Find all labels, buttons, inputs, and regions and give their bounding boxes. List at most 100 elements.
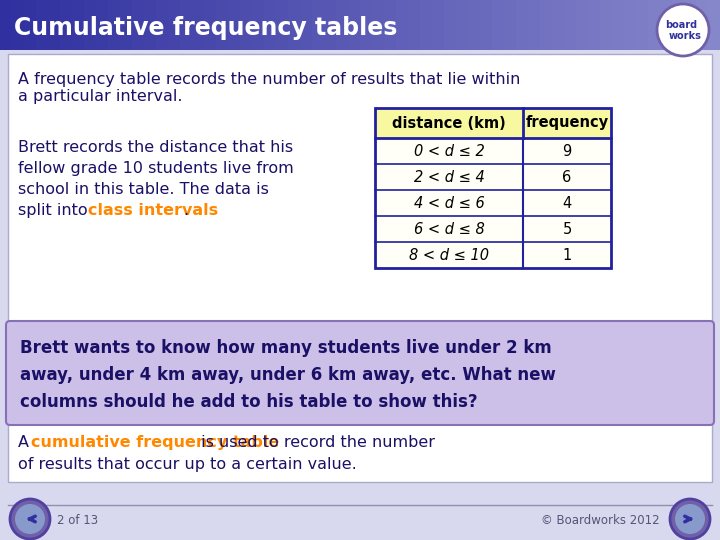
Text: 2 < d ≤ 4: 2 < d ≤ 4: [413, 170, 485, 185]
Text: board: board: [665, 20, 697, 30]
Bar: [36, 0, 49, 50]
Text: 5: 5: [562, 221, 572, 237]
Bar: [264, 0, 277, 50]
Bar: [24, 0, 37, 50]
Bar: [60, 0, 73, 50]
Circle shape: [657, 4, 709, 56]
Bar: [216, 0, 229, 50]
Text: 4 < d ≤ 6: 4 < d ≤ 6: [413, 195, 485, 211]
Bar: [552, 0, 565, 50]
Bar: [156, 0, 169, 50]
Text: A: A: [18, 435, 34, 450]
Bar: [96, 0, 109, 50]
Text: distance (km): distance (km): [392, 116, 506, 131]
Circle shape: [15, 504, 45, 534]
Text: class intervals: class intervals: [88, 203, 218, 218]
Circle shape: [670, 499, 710, 539]
Bar: [240, 0, 253, 50]
Bar: [12, 0, 25, 50]
Text: split into: split into: [18, 203, 93, 218]
Bar: [576, 0, 589, 50]
Text: columns should he add to his table to show this?: columns should he add to his table to sh…: [20, 393, 477, 411]
Bar: [648, 0, 661, 50]
Bar: [528, 0, 541, 50]
Bar: [480, 0, 493, 50]
Bar: [144, 0, 157, 50]
Text: cumulative frequency table: cumulative frequency table: [31, 435, 279, 450]
Bar: [348, 0, 361, 50]
Bar: [456, 0, 469, 50]
Bar: [300, 0, 313, 50]
Text: 6 < d ≤ 8: 6 < d ≤ 8: [413, 221, 485, 237]
Text: .: .: [183, 203, 188, 218]
Text: school in this table. The data is: school in this table. The data is: [18, 182, 269, 197]
Bar: [375, 190, 611, 216]
Bar: [684, 0, 697, 50]
Bar: [252, 0, 265, 50]
Text: © Boardworks 2012: © Boardworks 2012: [541, 514, 660, 526]
Bar: [375, 108, 611, 268]
Bar: [660, 0, 673, 50]
Bar: [375, 242, 611, 268]
Circle shape: [675, 504, 705, 534]
Bar: [540, 0, 553, 50]
Bar: [324, 0, 337, 50]
Bar: [192, 0, 205, 50]
Circle shape: [10, 499, 50, 539]
Bar: [360, 0, 373, 50]
Bar: [504, 0, 517, 50]
Text: fellow grade 10 students live from: fellow grade 10 students live from: [18, 161, 294, 176]
Bar: [132, 0, 145, 50]
Bar: [516, 0, 529, 50]
Bar: [312, 0, 325, 50]
Bar: [48, 0, 61, 50]
Bar: [204, 0, 217, 50]
Text: frequency: frequency: [526, 116, 608, 131]
Bar: [468, 0, 481, 50]
Bar: [372, 0, 385, 50]
Bar: [420, 0, 433, 50]
Bar: [696, 0, 709, 50]
Bar: [228, 0, 241, 50]
Bar: [180, 0, 193, 50]
Bar: [492, 0, 505, 50]
Text: 4: 4: [562, 195, 572, 211]
Bar: [432, 0, 445, 50]
Bar: [168, 0, 181, 50]
Text: Brett wants to know how many students live under 2 km: Brett wants to know how many students li…: [20, 339, 552, 357]
Bar: [0, 0, 13, 50]
Text: 6: 6: [562, 170, 572, 185]
Bar: [588, 0, 601, 50]
Bar: [444, 0, 457, 50]
Bar: [84, 0, 97, 50]
Bar: [375, 216, 611, 242]
Text: 1: 1: [562, 247, 572, 262]
Bar: [336, 0, 349, 50]
Bar: [288, 0, 301, 50]
Bar: [276, 0, 289, 50]
Bar: [636, 0, 649, 50]
Text: works: works: [669, 31, 701, 41]
Text: 8 < d ≤ 10: 8 < d ≤ 10: [409, 247, 489, 262]
Text: Cumulative frequency tables: Cumulative frequency tables: [14, 16, 397, 40]
Bar: [375, 108, 611, 138]
Text: of results that occur up to a certain value.: of results that occur up to a certain va…: [18, 457, 356, 472]
Bar: [408, 0, 421, 50]
Bar: [72, 0, 85, 50]
Bar: [108, 0, 121, 50]
Bar: [600, 0, 613, 50]
Bar: [672, 0, 685, 50]
Bar: [375, 138, 611, 164]
Text: Brett records the distance that his: Brett records the distance that his: [18, 140, 293, 155]
Text: 9: 9: [562, 144, 572, 159]
Bar: [564, 0, 577, 50]
Bar: [375, 164, 611, 190]
Bar: [120, 0, 133, 50]
Text: 0 < d ≤ 2: 0 < d ≤ 2: [413, 144, 485, 159]
Bar: [612, 0, 625, 50]
Text: away, under 4 km away, under 6 km away, etc. What new: away, under 4 km away, under 6 km away, …: [20, 366, 556, 384]
Text: A frequency table records the number of results that lie within
a particular int: A frequency table records the number of …: [18, 72, 521, 104]
FancyBboxPatch shape: [6, 321, 714, 425]
Bar: [8, 54, 712, 482]
Text: is used to record the number: is used to record the number: [196, 435, 435, 450]
